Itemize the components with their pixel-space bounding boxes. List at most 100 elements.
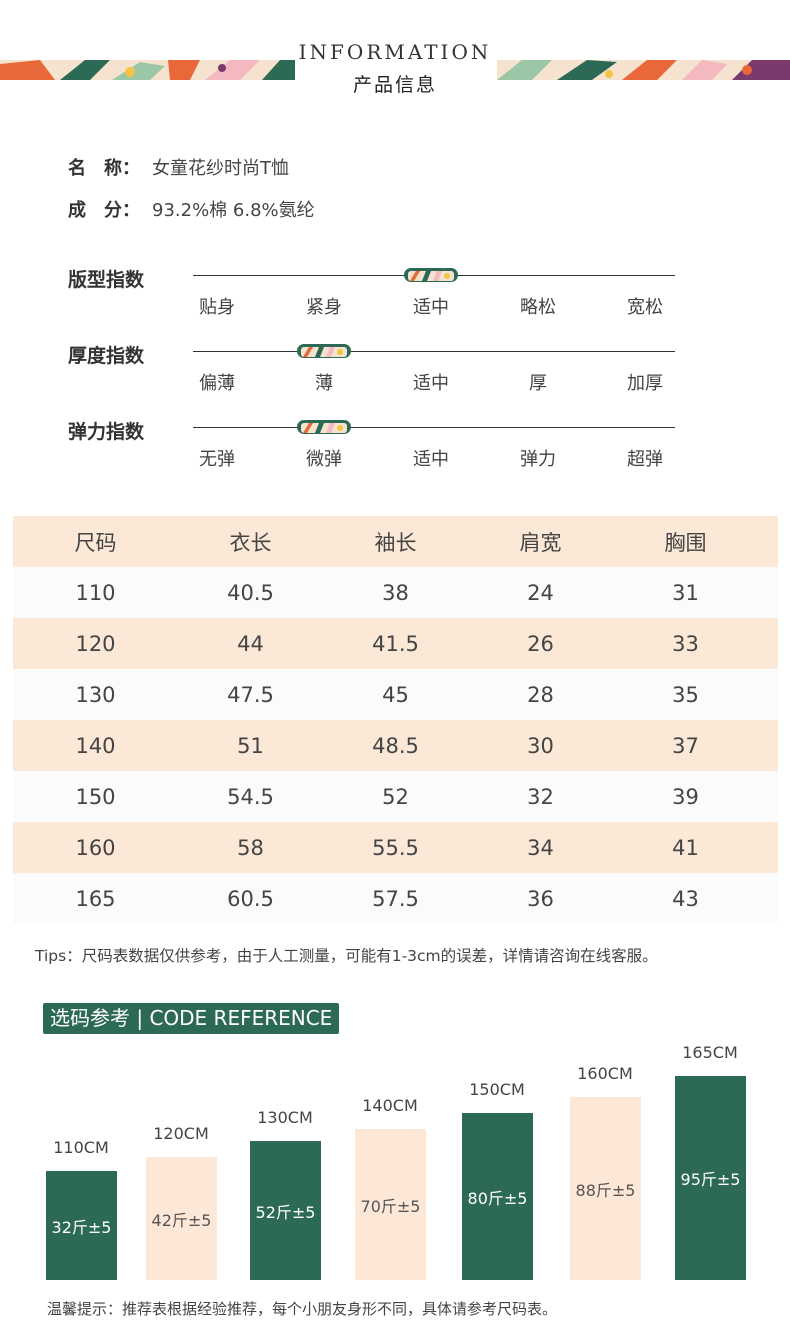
table-cell: 57.5 — [372, 886, 419, 911]
index-option: 超弹 — [627, 449, 663, 470]
table-row: 165 60.5 57.5 36 43 — [13, 873, 778, 924]
table-header-cell: 尺码 — [74, 530, 117, 555]
footer-note: 温馨提示：推荐表根据经验推荐，每个小朋友身形不同，具体请参考尺码表。 — [47, 1300, 558, 1318]
size-table: 尺码 衣长 袖长 肩宽 胸围 110 40.5 38 24 31 120 44 41.5 26 33 130 4… — [13, 516, 778, 924]
table-cell: 39 — [672, 784, 699, 809]
tips-text: Tips：尺码表数据仅供参考，由于人工测量，可能有1-3cm的误差，详情请咨询在… — [35, 947, 658, 965]
table-cell: 45 — [382, 682, 409, 707]
table-row: 140 51 48.5 30 37 — [13, 720, 778, 771]
table-cell: 130 — [75, 682, 116, 707]
table-cell: 31 — [672, 580, 699, 605]
reference-size-label: 160CM — [577, 1064, 633, 1083]
reference-bar: 42斤±5 — [146, 1157, 217, 1280]
table-cell: 37 — [672, 733, 699, 758]
header-title-en: INFORMATION — [298, 40, 492, 64]
reference-size-label: 130CM — [257, 1108, 313, 1127]
header-decoration-right — [497, 60, 790, 80]
reference-bar: 80斤±5 — [462, 1113, 533, 1280]
reference-bar: 88斤±5 — [570, 1097, 641, 1280]
table-header-cell: 袖长 — [374, 530, 417, 555]
table-cell: 52 — [382, 784, 409, 809]
index-option: 弹力 — [520, 449, 556, 470]
reference-size-label: 150CM — [469, 1080, 525, 1099]
table-cell: 120 — [75, 631, 116, 656]
index-option: 加厚 — [627, 373, 663, 394]
index-option: 微弹 — [306, 449, 342, 470]
table-cell: 34 — [527, 835, 554, 860]
index-option: 略松 — [520, 297, 556, 318]
index-option: 适中 — [413, 373, 449, 394]
table-cell: 51 — [237, 733, 264, 758]
table-cell: 58 — [237, 835, 264, 860]
table-row: 160 58 55.5 34 41 — [13, 822, 778, 873]
table-cell: 38 — [382, 580, 409, 605]
table-cell: 165 — [75, 886, 116, 911]
table-cell: 43 — [672, 886, 699, 911]
table-row: 110 40.5 38 24 31 — [13, 567, 778, 618]
index-option: 紧身 — [306, 297, 342, 318]
reference-size-label: 165CM — [682, 1043, 738, 1062]
table-cell: 55.5 — [372, 835, 419, 860]
table-cell: 30 — [527, 733, 554, 758]
header-title-cn: 产品信息 — [352, 74, 437, 96]
index-line — [193, 427, 675, 428]
table-cell: 35 — [672, 682, 699, 707]
index-option: 宽松 — [627, 297, 663, 318]
table-cell: 47.5 — [227, 682, 274, 707]
table-header-cell: 胸围 — [664, 530, 707, 555]
table-cell: 54.5 — [227, 784, 274, 809]
table-cell: 40.5 — [227, 580, 274, 605]
index-title: 弹力指数 — [68, 421, 145, 443]
reference-bar: 70斤±5 — [355, 1129, 426, 1280]
index-marker — [404, 268, 458, 282]
reference-size-label: 120CM — [153, 1124, 209, 1143]
table-cell: 150 — [75, 784, 116, 809]
table-cell: 160 — [75, 835, 116, 860]
table-header-row: 尺码 衣长 袖长 肩宽 胸围 — [13, 516, 778, 567]
table-cell: 41.5 — [372, 631, 419, 656]
composition-row: 成 分： 93.2%棉 6.8%氨纶 — [68, 196, 315, 222]
index-title: 厚度指数 — [68, 345, 145, 367]
index-title: 版型指数 — [68, 269, 145, 291]
index-marker — [297, 420, 351, 434]
header-decoration-left — [0, 60, 295, 80]
table-cell: 32 — [527, 784, 554, 809]
index-option: 厚 — [529, 373, 547, 394]
reference-size-label: 110CM — [53, 1138, 109, 1157]
table-cell: 24 — [527, 580, 554, 605]
table-cell: 60.5 — [227, 886, 274, 911]
table-header-cell: 肩宽 — [519, 530, 562, 555]
composition-value: 93.2%棉 6.8%氨纶 — [152, 200, 315, 221]
product-name-row: 名 称： 女童花纱时尚T恤 — [68, 154, 289, 180]
reference-bar: 95斤±5 — [675, 1076, 746, 1280]
reference-size-label: 140CM — [362, 1096, 418, 1115]
table-cell: 36 — [527, 886, 554, 911]
index-scale: 厚度指数偏薄 薄 适中 厚 加厚 — [0, 344, 790, 421]
table-header-cell: 衣长 — [229, 530, 272, 555]
reference-bar: 52斤±5 — [250, 1141, 321, 1280]
index-scale: 版型指数贴身 紧身 适中 略松 宽松 — [0, 268, 790, 345]
composition-label: 成 分： — [68, 200, 140, 221]
table-row: 150 54.5 52 32 39 — [13, 771, 778, 822]
reference-bar: 32斤±5 — [46, 1171, 117, 1280]
product-name-label: 名 称： — [68, 158, 140, 179]
table-cell: 44 — [237, 631, 264, 656]
index-option: 薄 — [315, 373, 333, 394]
table-row: 120 44 41.5 26 33 — [13, 618, 778, 669]
table-cell: 140 — [75, 733, 116, 758]
table-cell: 110 — [75, 580, 116, 605]
table-cell: 48.5 — [372, 733, 419, 758]
product-name-value: 女童花纱时尚T恤 — [152, 158, 289, 179]
index-option: 无弹 — [199, 449, 235, 470]
index-marker — [297, 344, 351, 358]
table-cell: 33 — [672, 631, 699, 656]
index-option: 适中 — [413, 297, 449, 318]
index-option: 偏薄 — [199, 373, 235, 394]
index-option: 贴身 — [199, 297, 235, 318]
index-option: 适中 — [413, 449, 449, 470]
code-reference-chart: 32斤±5 110CM 42斤±5 120CM 52斤±5 130CM 70斤±5 140CM… — [0, 1040, 790, 1280]
index-line — [193, 351, 675, 352]
table-cell: 26 — [527, 631, 554, 656]
table-cell: 41 — [672, 835, 699, 860]
table-cell: 28 — [527, 682, 554, 707]
